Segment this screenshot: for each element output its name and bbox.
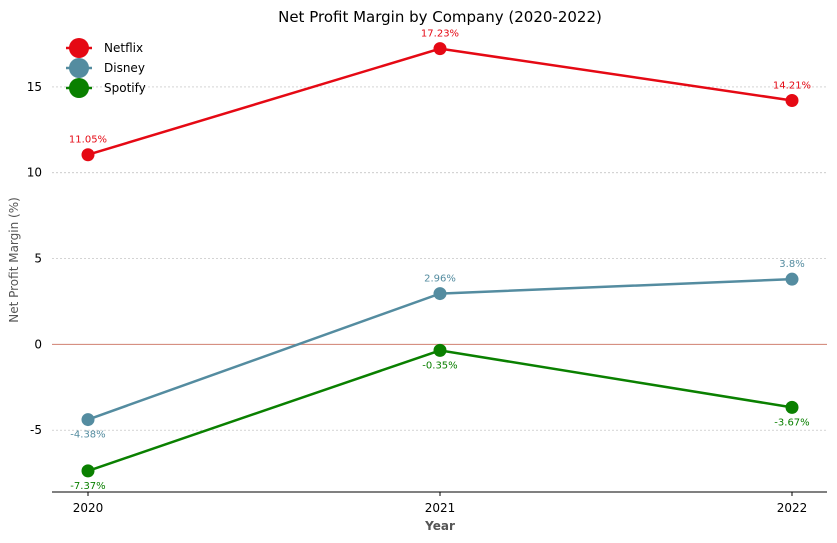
data-point-spotify [433, 343, 447, 357]
y-tick-label: 5 [34, 252, 42, 266]
data-point-netflix [81, 148, 95, 162]
y-tick-label: 10 [27, 166, 42, 180]
legend-label: Disney [104, 61, 145, 75]
y-tick-label: 15 [27, 80, 42, 94]
data-label: 2.96% [424, 274, 456, 285]
legend-label: Spotify [104, 81, 146, 95]
data-point-disney [81, 413, 95, 427]
y-axis-label: Net Profit Margin (%) [7, 197, 21, 323]
data-label: 11.05% [69, 135, 107, 146]
axes: -5 0 5 10 15 2020 2021 2022 [27, 80, 827, 515]
data-point-disney [785, 272, 799, 286]
data-label: 14.21% [773, 80, 811, 91]
data-label: -0.35% [422, 360, 457, 371]
data-point-spotify [785, 400, 799, 414]
y-tick-label: -5 [30, 423, 42, 437]
legend-marker [69, 78, 89, 98]
gridlines [52, 86, 827, 431]
data-point-spotify [81, 464, 95, 478]
legend: Netflix Disney Spotify [66, 38, 146, 98]
data-label: -3.67% [774, 417, 809, 428]
x-axis-label: Year [424, 519, 455, 533]
legend-marker [69, 58, 89, 78]
data-label: -4.38% [70, 430, 105, 441]
x-tick-label: 2020 [73, 501, 104, 515]
y-tick-label: 0 [34, 337, 42, 351]
data-point-netflix [785, 93, 799, 107]
series-line-netflix [87, 47, 793, 156]
chart-title: Net Profit Margin by Company (2020-2022) [278, 8, 602, 26]
data-label: 17.23% [421, 29, 459, 40]
legend-marker [69, 38, 89, 58]
data-point-disney [433, 287, 447, 301]
legend-label: Netflix [104, 41, 143, 55]
data-label: -7.37% [70, 481, 105, 492]
series-layer [81, 42, 799, 478]
data-label: 3.8% [779, 259, 804, 270]
data-point-netflix [433, 42, 447, 56]
x-tick-label: 2021 [425, 501, 456, 515]
x-tick-label: 2022 [777, 501, 808, 515]
data-labels: 11.05% 17.23% 14.21% -4.38% 2.96% 3.8% -7.37% -… [69, 29, 811, 492]
